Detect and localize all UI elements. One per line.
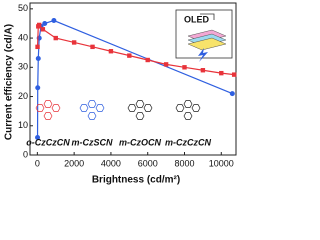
ring: [135, 100, 145, 108]
marker: [229, 91, 235, 97]
x-tick-label: 10000: [209, 158, 234, 168]
ring: [191, 104, 201, 112]
x-tick-label: 8000: [174, 158, 194, 168]
light: [198, 48, 208, 62]
molecule-label: m-CzCzCN: [165, 137, 211, 147]
ring: [127, 104, 137, 112]
marker: [36, 22, 42, 28]
marker: [182, 65, 187, 70]
marker: [42, 20, 48, 26]
layer: [187, 37, 227, 51]
y-tick-label: 10: [18, 120, 28, 130]
ring: [135, 112, 145, 120]
marker: [35, 85, 41, 91]
oled-inset: [175, 9, 233, 62]
x-tick-label: 0: [35, 158, 40, 168]
y-tick-label: 50: [18, 3, 28, 13]
marker: [53, 35, 58, 41]
ring: [143, 104, 153, 112]
molecule: [79, 100, 105, 120]
ring: [43, 112, 53, 120]
ring: [183, 100, 193, 108]
marker: [35, 44, 40, 50]
x-axis-label: Brightness (cd/m²): [92, 175, 180, 186]
ring: [175, 104, 185, 112]
ring: [79, 104, 89, 112]
y-tick-label: 30: [18, 62, 28, 72]
molecule: [35, 100, 61, 120]
ring: [51, 104, 61, 112]
marker: [35, 56, 41, 62]
x-tick-label: 4000: [101, 158, 121, 168]
y-axis-label: Current efficiency (cd/A): [4, 24, 15, 140]
marker: [145, 57, 150, 63]
chart: Current efficiency (cd/A) Brightness (cd…: [4, 2, 237, 186]
marker: [231, 72, 237, 77]
molecule: [175, 100, 201, 120]
marker: [51, 18, 57, 24]
marker: [127, 53, 132, 58]
marker: [163, 62, 169, 67]
y-tick-label: 40: [18, 32, 28, 42]
molecule: [127, 100, 153, 120]
circuit: [200, 13, 215, 20]
x-tick-label: 2000: [64, 158, 84, 168]
marker: [35, 134, 41, 140]
marker: [40, 27, 46, 32]
y-tick-label: 0: [23, 149, 28, 159]
marker: [90, 44, 95, 50]
device-label: OLED: [184, 14, 210, 24]
marker: [108, 49, 114, 54]
ring: [87, 100, 97, 108]
marker: [200, 68, 206, 73]
ring: [95, 104, 105, 112]
molecule-label: m-CzOCN: [119, 137, 161, 147]
y-tick-label: 20: [18, 91, 28, 101]
plot-frame: [29, 2, 237, 156]
ring: [35, 104, 45, 112]
ring: [183, 112, 193, 120]
marker: [219, 70, 224, 76]
ring: [87, 112, 97, 120]
ring: [43, 100, 53, 108]
molecule-label: m-CzSCN: [71, 137, 113, 147]
marker: [71, 40, 77, 45]
molecule-label: o-CzCzCN: [26, 137, 70, 147]
x-tick-label: 6000: [138, 158, 158, 168]
